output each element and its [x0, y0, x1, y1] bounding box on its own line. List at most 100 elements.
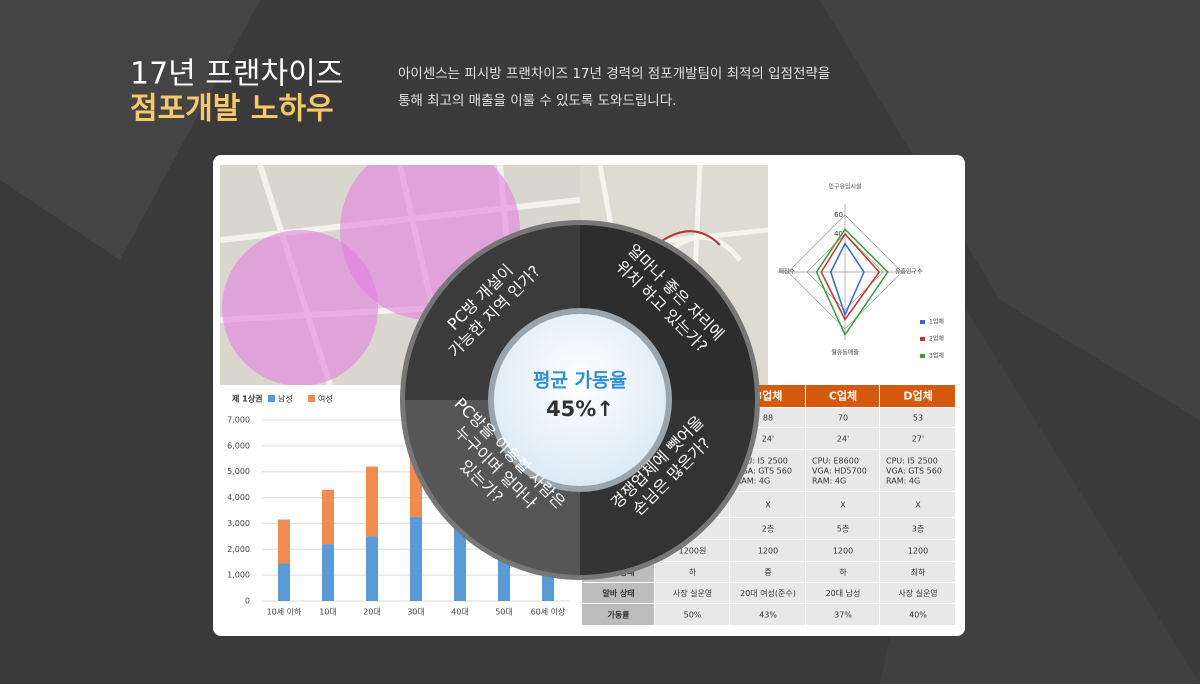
cell [806, 583, 879, 603]
cell-text: X [840, 501, 846, 510]
cell-text: 하 [689, 567, 697, 577]
cell-text: 70 [838, 414, 848, 423]
legend-label: 1업체 [929, 318, 944, 326]
row-label-cell [582, 583, 654, 603]
cell [730, 562, 805, 582]
legend-label: 여성 [318, 394, 333, 404]
legend-swatch [268, 395, 275, 402]
chart-title: 제 1상권 [232, 394, 262, 404]
cell-text: X [765, 501, 771, 510]
cell-text: 5층 [837, 525, 849, 534]
cell-text: RAM: 4G [812, 477, 846, 486]
x-tick-label: 60세 이상 [531, 607, 566, 617]
cell-text: 1200 [908, 547, 928, 556]
cell-text: 43% [759, 611, 777, 620]
radar-axis-label: 월유동매출 [831, 349, 859, 357]
bar-segment [322, 489, 334, 545]
cell [730, 540, 805, 561]
header-text: C업체 [829, 389, 857, 403]
x-tick-label: 20대 [363, 608, 381, 617]
cell [806, 492, 879, 517]
cell-text: RAM: 4G [886, 477, 920, 486]
cell-text: 50% [684, 611, 702, 620]
x-tick-label: 40대 [451, 608, 469, 617]
bar-segment [454, 520, 466, 601]
y-tick-label: 4,000 [227, 493, 250, 502]
legend-swatch [308, 395, 315, 402]
legend-swatch [920, 320, 925, 324]
bar-segment [322, 544, 334, 601]
cell-text: 최하 [911, 567, 926, 577]
center-value: 45%↑ [546, 397, 614, 421]
cell-text: 24' [762, 435, 774, 444]
cell-text: 53 [913, 414, 923, 423]
cell [806, 540, 879, 561]
y-tick-label: 1,000 [227, 571, 250, 580]
description: 아이센스는 피시방 프랜차이즈 17년 경력의 점포개발팀이 최적의 입점전략을 [398, 66, 830, 82]
header-text: B업체 [754, 389, 783, 403]
header-cell [880, 385, 955, 407]
heading: 17년 프랜차이즈 [130, 57, 343, 92]
cell [880, 562, 955, 582]
cell-text: VGA: GTS 560 [736, 467, 792, 476]
cell-text: CPU: E8600 [812, 457, 859, 466]
cell [730, 604, 805, 625]
cell [806, 450, 879, 491]
bar-segment [278, 563, 290, 601]
center-circle [494, 314, 666, 486]
cell [880, 428, 955, 449]
description: 통해 최고의 매출을 이룰 수 있도록 도와드립니다. [398, 93, 676, 109]
x-tick-label: 30대 [407, 608, 425, 617]
cell [880, 408, 955, 427]
cell-text: X [915, 501, 921, 510]
x-tick-label: 50대 [495, 608, 513, 617]
row-label-cell [582, 604, 654, 625]
cell [880, 492, 955, 517]
header-cell [806, 385, 879, 407]
cell [655, 562, 729, 582]
legend-swatch [920, 354, 925, 358]
bar-segment [410, 516, 422, 601]
radar-tick-label: 40 [834, 230, 843, 238]
cell-text: 1200원 [679, 547, 707, 556]
cell [730, 492, 805, 517]
cell-text: 20대 남성 [826, 589, 861, 598]
radar-series [815, 228, 889, 337]
legend-label: 남성 [278, 395, 293, 404]
bg-shape [0, 0, 260, 260]
cell [806, 562, 879, 582]
y-tick-label: 5,000 [227, 467, 250, 476]
cell-text: 20대 여성(준수) [740, 588, 796, 598]
heading-highlight: 점포개발 노하우 [130, 92, 334, 127]
x-tick-label: 10대 [319, 608, 337, 617]
center-title: 평균 가동율 [533, 370, 627, 392]
map-area [222, 230, 378, 386]
cell-text: 37% [834, 611, 852, 620]
cell-text: RAM: 4G [736, 477, 770, 486]
y-tick-label: 6,000 [227, 441, 250, 450]
x-tick-label: 10세 이하 [267, 607, 302, 617]
y-tick-label: 7,000 [227, 416, 250, 425]
cell-text: 1200 [758, 547, 778, 556]
cell-text: 중 [764, 568, 771, 577]
cell [880, 450, 955, 491]
cell-text: 40% [909, 611, 927, 620]
cell-text: VGA: HD5700 [812, 467, 867, 476]
cell [880, 583, 955, 603]
y-tick-label: 3,000 [227, 519, 250, 528]
cell [730, 583, 805, 603]
cell-text: 24' [837, 435, 849, 444]
cell [880, 604, 955, 625]
bar-segment [366, 466, 378, 537]
cell-text: 3층 [912, 525, 924, 534]
row-label: 가동률 [607, 610, 630, 620]
cell [806, 428, 879, 449]
legend-label: 3업체 [929, 352, 944, 360]
cell [880, 540, 955, 561]
cell-text: 사장 실운영 [898, 588, 937, 598]
cell [655, 583, 729, 603]
